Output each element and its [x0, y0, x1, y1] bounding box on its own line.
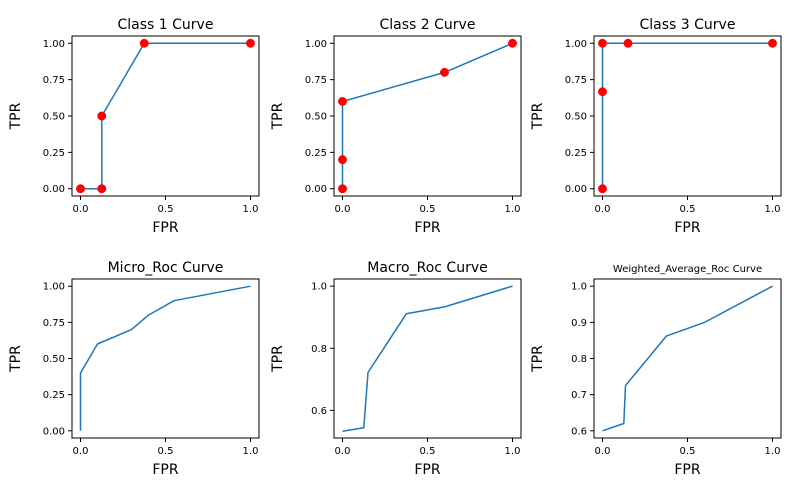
roc-panel-4: 0.0 0.5 1.0 0.00 0.25 0.50 0.75 1.00 Micro_Roc C… — [8, 260, 260, 478]
y-tick-label: 0.50 — [43, 354, 65, 365]
y-tick-label: 0.50 — [43, 112, 65, 123]
roc-panel-6: 0.0 0.5 1.0 0.6 0.7 0.8 0.9 1.0 Weighted_Average… — [530, 264, 782, 478]
data-point — [768, 38, 777, 48]
plot-frame — [333, 278, 522, 439]
y-tick-label: 0.50 — [305, 112, 327, 123]
y-tick-label: 0.8 — [311, 344, 327, 355]
chart-title: Macro_Roc Curve — [367, 260, 487, 276]
x-tick-label: 1.0 — [243, 446, 259, 457]
data-point — [508, 38, 517, 48]
y-tick-label: 0.00 — [565, 184, 587, 195]
roc-line — [602, 285, 773, 432]
y-tick-label: 1.0 — [311, 282, 327, 293]
data-point — [598, 184, 607, 194]
x-tick-label: 0.0 — [595, 446, 611, 457]
x-tick-label: 0.5 — [158, 204, 174, 215]
roc-line — [342, 285, 513, 432]
x-axis-label: FPR — [674, 220, 700, 236]
data-point — [246, 38, 255, 48]
data-point — [97, 184, 107, 194]
x-tick-label: 0.5 — [158, 446, 174, 457]
y-axis-label: TPR — [270, 345, 286, 373]
y-tick-label: 1.0 — [571, 282, 587, 293]
data-point — [338, 155, 347, 165]
x-axis-label: FPR — [414, 220, 440, 236]
x-tick-label: 0.5 — [420, 446, 436, 457]
y-axis-label: TPR — [530, 102, 546, 130]
x-tick-label: 0.5 — [680, 204, 696, 215]
y-tick-label: 0.75 — [565, 75, 587, 86]
x-axis-label: FPR — [152, 220, 178, 236]
y-tick-label: 0.25 — [43, 148, 65, 159]
x-tick-label: 0.0 — [73, 446, 89, 457]
x-tick-label: 1.0 — [243, 204, 259, 215]
chart-title: Micro_Roc Curve — [108, 260, 224, 276]
y-tick-label: 0.6 — [311, 406, 327, 417]
roc-panel-5: 0.0 0.5 1.0 0.6 0.8 1.0 Macro_Roc Curve FPR TPR — [270, 260, 522, 478]
data-point — [440, 67, 449, 77]
x-tick-label: 0.0 — [335, 204, 351, 215]
x-tick-label: 0.5 — [420, 204, 436, 215]
y-tick-label: 0.7 — [571, 390, 587, 401]
roc-line — [341, 42, 513, 189]
x-tick-label: 1.0 — [505, 204, 521, 215]
y-tick-label: 1.00 — [43, 282, 65, 293]
y-tick-label: 0.25 — [305, 148, 327, 159]
data-point — [97, 111, 107, 121]
y-tick-label: 0.25 — [565, 148, 587, 159]
y-tick-label: 0.75 — [43, 318, 65, 329]
plot-frame — [593, 278, 782, 439]
roc-panel-3: 0.0 0.5 1.0 0.00 0.25 0.50 0.75 1.00 Class 3 Cur… — [530, 17, 782, 236]
y-axis-label: TPR — [530, 345, 546, 373]
data-point — [139, 38, 149, 48]
x-tick-label: 0.0 — [73, 204, 89, 215]
chart-title: Class 3 Curve — [640, 17, 736, 33]
x-tick-label: 1.0 — [765, 204, 781, 215]
data-point — [338, 184, 347, 194]
data-point — [598, 87, 607, 97]
data-point — [338, 97, 347, 106]
y-axis-label: TPR — [8, 102, 24, 130]
y-tick-label: 0.75 — [43, 75, 65, 86]
y-tick-label: 0.00 — [43, 426, 65, 437]
chart-title: Weighted_Average_Roc Curve — [613, 264, 762, 275]
y-tick-label: 0.50 — [565, 112, 587, 123]
roc-panel-1: 0.0 0.5 1.0 0.00 0.25 0.50 0.75 1.00 Class 1 Cur… — [8, 17, 260, 236]
plot-frame — [593, 35, 782, 197]
plot-frame — [71, 278, 260, 439]
y-tick-label: 0.25 — [43, 390, 65, 401]
x-tick-label: 1.0 — [505, 446, 521, 457]
x-tick-label: 0.5 — [680, 446, 696, 457]
y-tick-label: 0.9 — [571, 318, 587, 329]
y-tick-label: 0.00 — [305, 184, 327, 195]
y-axis-label: TPR — [8, 345, 24, 373]
x-tick-label: 0.0 — [595, 204, 611, 215]
y-axis-label: TPR — [270, 102, 286, 130]
x-tick-label: 0.0 — [335, 446, 351, 457]
y-tick-label: 0.75 — [305, 75, 327, 86]
y-tick-label: 1.00 — [565, 39, 587, 50]
x-axis-label: FPR — [414, 462, 440, 478]
chart-title: Class 2 Curve — [380, 17, 476, 33]
chart-title: Class 1 Curve — [118, 17, 214, 33]
x-axis-label: FPR — [152, 462, 178, 478]
y-tick-label: 1.00 — [43, 39, 65, 50]
data-point — [623, 38, 633, 48]
y-tick-label: 1.00 — [305, 39, 327, 50]
data-point — [76, 184, 85, 194]
x-axis-label: FPR — [674, 462, 700, 478]
y-tick-label: 0.00 — [43, 184, 65, 195]
data-point — [598, 38, 607, 48]
plot-frame — [333, 35, 522, 197]
x-tick-label: 1.0 — [765, 446, 781, 457]
y-tick-label: 0.6 — [571, 426, 587, 437]
roc-line — [79, 285, 251, 431]
y-tick-label: 0.8 — [571, 354, 587, 365]
roc-line — [601, 42, 773, 189]
roc-panel-2: 0.0 0.5 1.0 0.00 0.25 0.50 0.75 1.00 Class 2 Cur… — [270, 17, 522, 236]
